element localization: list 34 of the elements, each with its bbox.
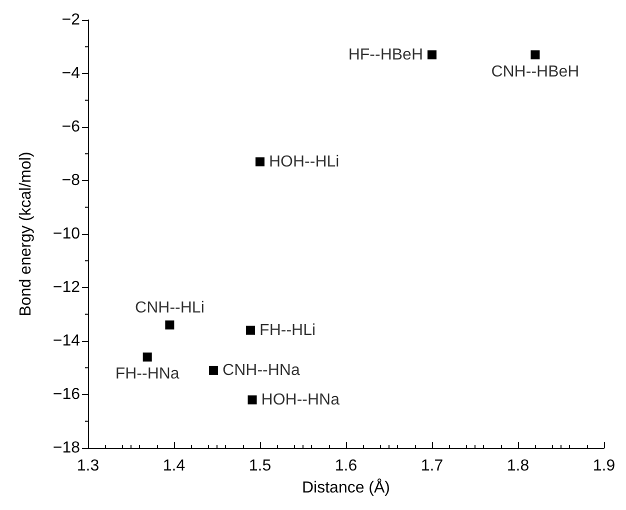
point [209, 366, 218, 375]
x-tick-label: 1.7 [420, 458, 444, 474]
annotation: HOH--HNa [261, 391, 340, 408]
point [142, 352, 152, 362]
point [246, 326, 256, 335]
point [428, 50, 436, 60]
y-axis-title: Bond energy (kcal/mol) [18, 152, 34, 316]
point [248, 395, 257, 404]
x-axis-title: Distance (Å) [302, 478, 390, 496]
y-tick-label: −6 [62, 118, 80, 136]
y-tick-label: −18 [52, 440, 80, 456]
annotation: HF--HBeH [348, 46, 423, 64]
x-tick-label: 1.6 [334, 458, 358, 474]
y-tick-label: −16 [52, 386, 80, 403]
x-tick-label: 1.4 [162, 458, 186, 474]
x-tick-label: 1.8 [506, 458, 530, 474]
annotation: CNH--HBeH [491, 63, 580, 80]
annotation: FH--HNa [115, 366, 180, 383]
annotation: FH--HLi [260, 322, 316, 339]
y-tick-label: −12 [52, 279, 80, 296]
point [256, 157, 264, 166]
y-tick-label: −4 [62, 65, 80, 82]
y-tick-label: −2 [62, 12, 80, 28]
annotation: CNH--HNa [222, 362, 300, 379]
annotation: HOH--HLi [269, 153, 340, 170]
point [530, 50, 540, 60]
y-tick-label: −14 [52, 332, 80, 350]
y-tick-label: −10 [52, 226, 80, 242]
x-tick-label: 1.9 [592, 458, 616, 474]
x-tick-label: 1.3 [76, 458, 100, 474]
x-tick-label: 1.5 [248, 458, 272, 474]
point [165, 320, 174, 330]
annotation: CNH--HLi [135, 299, 204, 316]
y-tick-label: −8 [62, 172, 80, 189]
